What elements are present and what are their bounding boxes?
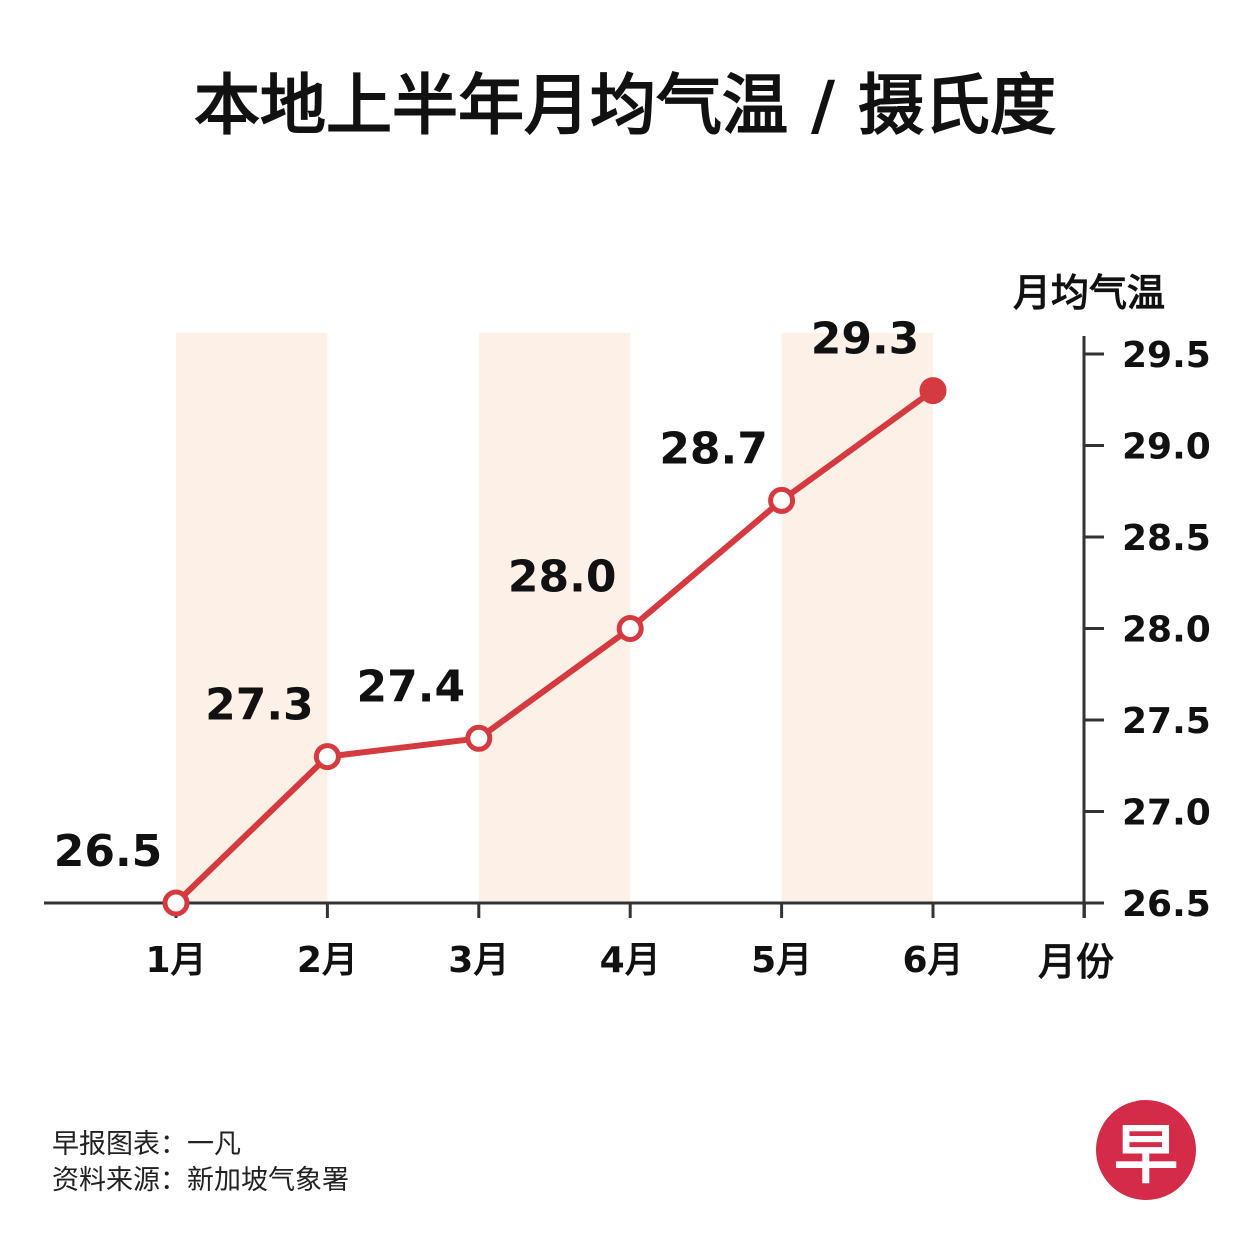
x-tick-label: 2月 — [297, 940, 358, 981]
band-5 — [781, 333, 933, 903]
series-temperature: 26.5 27.3 27.4 28.0 28.7 29.3 — [54, 314, 947, 917]
y-ticks: 26.5 27.0 27.5 28.0 28.5 29.0 29.5 — [1084, 335, 1211, 925]
shaded-bands — [176, 333, 933, 903]
y-axis-title: 月均气温 — [1013, 271, 1165, 315]
y-tick-label: 27.0 — [1122, 793, 1211, 834]
x-tick-label: 1月 — [145, 940, 206, 981]
y-tick-label: 27.5 — [1122, 701, 1211, 742]
x-tick-label: 6月 — [902, 940, 963, 981]
data-label: 29.3 — [811, 314, 920, 365]
data-label: 26.5 — [54, 826, 163, 877]
data-point — [313, 743, 341, 771]
x-tick-label: 4月 — [600, 940, 661, 981]
data-point — [616, 615, 644, 642]
data-label: 28.7 — [659, 423, 768, 474]
data-label: 28.0 — [508, 552, 617, 603]
band-1 — [176, 333, 328, 903]
chart-credit: 早报图表：一凡 — [52, 1129, 241, 1160]
band-3 — [478, 333, 631, 903]
x-ticks: 1月 2月 3月 4月 5月 6月 — [145, 903, 1086, 981]
y-tick-label: 26.5 — [1122, 884, 1211, 925]
data-point — [768, 486, 796, 514]
source-credit: 资料来源：新加坡气象署 — [52, 1165, 349, 1196]
y-tick-label: 28.0 — [1122, 610, 1211, 651]
y-tick-label: 28.5 — [1122, 518, 1211, 559]
data-label: 27.4 — [357, 661, 466, 712]
zaobao-logo: 早 — [1096, 1100, 1196, 1200]
data-point — [162, 889, 190, 917]
data-point — [919, 377, 947, 405]
x-tick-label: 3月 — [448, 940, 509, 981]
x-tick-label: 5月 — [751, 940, 812, 981]
data-point — [465, 724, 493, 752]
series-line — [173, 387, 936, 906]
x-axis-title: 月份 — [1038, 940, 1114, 984]
chart-title: 本地上半年月均气温 / 摄氏度 — [194, 67, 1056, 144]
y-tick-label: 29.5 — [1122, 335, 1211, 376]
data-label: 27.3 — [205, 680, 314, 731]
y-tick-label: 29.0 — [1122, 427, 1211, 468]
